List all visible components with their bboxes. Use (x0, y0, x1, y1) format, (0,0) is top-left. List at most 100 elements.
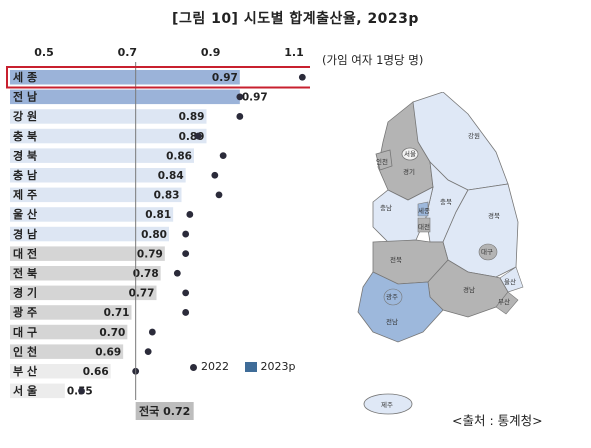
map-region-busan (495, 291, 519, 315)
data-label: 0.69 (95, 346, 121, 358)
map-label-daegu: 대구 (481, 248, 493, 256)
data-label: 0.97 (212, 72, 238, 84)
map-label-gyeongnam: 경남 (463, 285, 475, 294)
bar (10, 266, 161, 281)
bar (10, 128, 207, 144)
point-2022 (182, 289, 190, 297)
category-label: 경 기 (13, 286, 37, 300)
point-2022 (182, 230, 190, 238)
bar (10, 168, 186, 183)
bar (10, 344, 124, 359)
map-label-ulsan: 울산 (504, 277, 516, 286)
data-label: 0.86 (166, 150, 192, 162)
map-region-jeju (363, 393, 413, 415)
point-2022 (144, 348, 152, 356)
category-label: 부 산 (13, 364, 37, 378)
bar (10, 207, 174, 222)
point-2022 (236, 113, 244, 120)
point-2022 (236, 93, 244, 101)
point-2022 (186, 211, 194, 218)
data-label: 0.70 (99, 327, 125, 339)
x-tick-label: 0.5 (34, 46, 54, 59)
bar (10, 364, 111, 379)
category-label: 충 북 (13, 129, 37, 143)
bar (10, 109, 207, 124)
point-2022 (148, 328, 156, 336)
data-label: 0.84 (158, 170, 184, 182)
bar (10, 226, 169, 242)
category-label: 충 남 (13, 168, 37, 182)
map-region-sejong (417, 201, 429, 217)
bar-chart: 0.5 0.7 0.9 1.1세 종 0.97전 남 0.97강 원 0.89충 북 0.89… (6, 46, 310, 420)
legend-bar-marker (244, 362, 257, 372)
category-label: 광 주 (13, 306, 37, 319)
data-label: 0.83 (154, 190, 180, 202)
data-label: 0.78 (133, 268, 159, 280)
data-label: 0.77 (129, 288, 155, 300)
category-label: 전 남 (13, 90, 37, 104)
source-note: <출처 : 통계청> (452, 413, 543, 428)
point-2022 (215, 191, 223, 199)
legend-dot-marker (190, 363, 197, 371)
point-2022 (298, 73, 306, 81)
map-label-gwangju: 광주 (386, 293, 398, 301)
map-label-gangwon: 강원 (468, 131, 480, 140)
category-label: 경 남 (13, 227, 37, 241)
category-label: 강 원 (13, 109, 37, 123)
map-label-jeonnam: 전남 (386, 317, 398, 326)
bar (10, 246, 165, 261)
category-label: 대 구 (13, 325, 37, 339)
point-2022 (219, 152, 227, 160)
map-label-sejong: 세종 (418, 206, 430, 215)
map-label-jeonbuk: 전북 (390, 255, 402, 264)
data-label: 0.71 (104, 307, 130, 319)
bar (10, 187, 182, 203)
point-2022 (182, 250, 190, 258)
category-label: 인 천 (13, 344, 37, 358)
legend: 2022 2023p (190, 360, 295, 373)
map-label-incheon: 인천 (376, 157, 388, 166)
point-2022 (211, 171, 219, 179)
point-2022 (78, 387, 85, 395)
map-label-busan: 부산 (498, 297, 510, 306)
category-label: 세 종 (13, 70, 37, 84)
point-2022 (194, 132, 202, 140)
map-label-gyeongbuk: 경북 (488, 211, 500, 220)
data-label: 0.66 (83, 366, 109, 378)
x-tick-label: 1.1 (284, 46, 304, 59)
national-label: 전국 0.72 (139, 404, 190, 418)
map-label-daejeon: 대전 (418, 222, 430, 231)
map-label-gyeonggi: 경기 (403, 167, 415, 176)
bar (10, 305, 132, 320)
data-label: 0.79 (137, 248, 163, 260)
data-label: 0.80 (141, 229, 167, 241)
category-label: 서 울 (13, 384, 37, 398)
legend-2022-label: 2022 (201, 360, 229, 373)
national-label-box (135, 402, 194, 420)
category-label: 울 산 (13, 207, 37, 221)
category-label: 제 주 (13, 188, 37, 202)
point-2022 (173, 269, 181, 277)
map-region-jeonnam (357, 271, 444, 343)
point-2022 (182, 309, 190, 316)
bar (10, 70, 240, 85)
bar (10, 89, 240, 105)
korea-map: 강원 서울 인천 경기 충북 충남 세종 대전 경북 대구 전북 울산 경남 부… (357, 92, 524, 415)
map-label-chungnam: 충남 (380, 203, 392, 212)
chart-title: [그림 10] 시도별 합계출산율, 2023p (172, 11, 419, 27)
map-region-daegu (478, 243, 498, 261)
map-label-jeju: 제주 (381, 401, 393, 409)
highlight-frame (6, 66, 310, 89)
category-label: 전 북 (13, 266, 37, 280)
map-label-seoul: 서울 (404, 149, 416, 158)
map-region-gwangju (383, 288, 403, 306)
data-label: 0.97 (242, 92, 268, 104)
map-region-seoul (401, 147, 419, 161)
x-tick-label: 0.7 (118, 46, 138, 59)
bar (10, 383, 65, 399)
bar (10, 285, 157, 301)
category-label: 경 북 (13, 148, 37, 162)
category-label: 대 전 (13, 246, 37, 260)
data-label: 0.89 (179, 111, 205, 123)
bar (10, 148, 194, 163)
